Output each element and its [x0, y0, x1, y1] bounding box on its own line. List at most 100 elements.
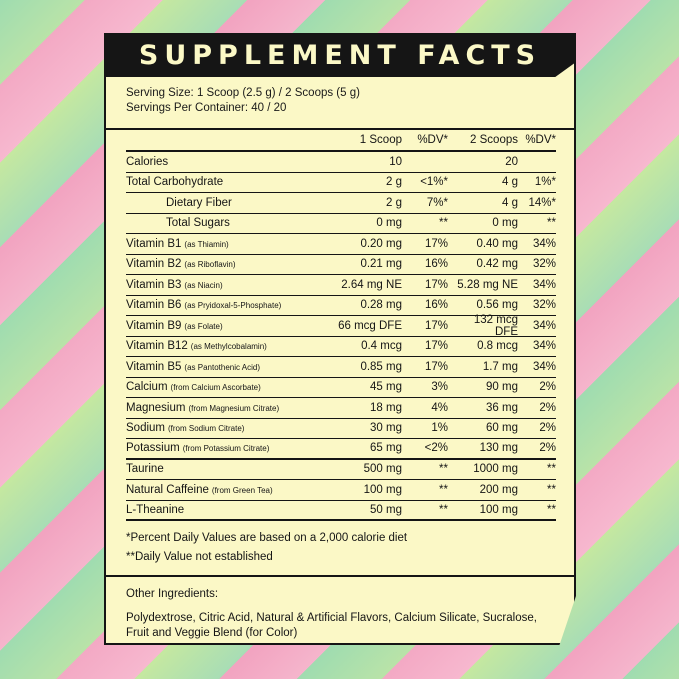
- nutrient-source: (from Potassium Citrate): [182, 444, 270, 454]
- table-row: Calories 10 20: [126, 152, 556, 173]
- amount-2-scoops: 5.28 mg NE: [457, 278, 518, 291]
- amount-2-scoops: 1000 mg: [473, 463, 518, 476]
- amount-2-scoops: 4 g: [502, 196, 518, 209]
- nutrient-label: Calcium: [126, 381, 168, 394]
- amount-2-scoops: 132 mcg DFE: [473, 313, 518, 338]
- amount-1-scoop: 0.4 mcg: [361, 340, 402, 353]
- dv-2-scoops: 1%*: [534, 176, 556, 189]
- dv-1-scoop: 17%: [424, 319, 448, 332]
- dv-2-scoops: 34%: [532, 360, 556, 373]
- nutrient-label: Vitamin B5: [126, 360, 182, 373]
- dv-1-scoop: 1%: [431, 422, 448, 435]
- dv-2-scoops: 34%: [532, 319, 556, 332]
- dv-1-scoop: 16%: [424, 299, 448, 312]
- dv-1-scoop: 7%*: [426, 196, 448, 209]
- nutrient-name: Natural Caffeine (from Green Tea): [126, 484, 312, 496]
- table-row: Vitamin B3 (as Niacin) 2.64 mg NE 17% 5.28 m…: [126, 275, 556, 296]
- dv-2-scoops: 32%: [532, 258, 556, 271]
- nutrient-source: (from Green Tea): [211, 485, 273, 495]
- amount-1-scoop: 2 g: [386, 196, 402, 209]
- nutrient-name: Vitamin B3 (as Niacin): [126, 279, 312, 291]
- amount-1-scoop: 100 mg: [363, 483, 402, 496]
- header-amount-1: 1 Scoop: [359, 134, 402, 146]
- amount-2-scoops: 90 mg: [486, 381, 518, 394]
- dv-2-scoops: 2%: [539, 442, 556, 455]
- table-row: Vitamin B5 (as Pantothenic Acid) 0.85 mg 17…: [126, 357, 556, 378]
- table-row: Total Sugars 0 mg ** 0 mg **: [126, 214, 556, 234]
- nutrient-name: Sodium (from Sodium Citrate): [126, 422, 312, 434]
- dv-1-scoop: 4%: [431, 401, 448, 414]
- table-row: Vitamin B6 (as Pryidoxal-5-Phosphate) 0.28…: [126, 296, 556, 316]
- table-row: Natural Caffeine (from Green Tea) 100 mg **…: [126, 480, 556, 501]
- table-row: Vitamin B9 (as Folate) 66 mcg DFE 17% 132 mc…: [126, 313, 556, 338]
- nutrient-name: Magnesium (from Magnesium Citrate): [126, 402, 312, 414]
- servings-per-container: Servings Per Container: 40 / 20: [126, 102, 287, 114]
- nutrient-source: (as Pryidoxal-5-Phosphate): [184, 301, 282, 311]
- panel-title: SUPPLEMENT FACTS: [106, 35, 574, 77]
- nutrient-name: Vitamin B1 (as Thiamin): [126, 238, 312, 250]
- amount-1-scoop: 45 mg: [370, 381, 402, 394]
- dv-2-scoops: 2%: [539, 381, 556, 394]
- nutrient-label: Total Carbohydrate: [126, 176, 224, 189]
- nutrient-source: (from Magnesium Citrate): [188, 403, 280, 413]
- nutrient-label: Vitamin B9: [126, 319, 182, 332]
- header-dv-1: %DV*: [417, 134, 448, 146]
- dv-1-scoop: 17%: [424, 237, 448, 250]
- amount-1-scoop: 66 mcg DFE: [338, 319, 402, 332]
- amount-2-scoops: 130 mg: [479, 442, 518, 455]
- dv-2-scoops: 34%: [532, 340, 556, 353]
- amount-2-scoops: 1.7 mg: [482, 360, 518, 373]
- dv-1-scoop: **: [439, 463, 448, 476]
- nutrient-name: L-Theanine: [126, 504, 312, 516]
- nutrient-source: (as Thiamin): [184, 239, 229, 249]
- dv-2-scoops: 2%: [539, 422, 556, 435]
- dv-2-scoops: **: [547, 463, 556, 476]
- supplement-facts-panel: SUPPLEMENT FACTS Serving Size: 1 Scoop (…: [104, 33, 576, 645]
- dv-2-scoops: 32%: [532, 299, 556, 312]
- nutrient-name: Vitamin B5 (as Pantothenic Acid): [126, 361, 312, 373]
- nutrient-rows: Calories 10 20 Total Carbohydrate 2 g <1%* 4 g…: [126, 152, 556, 521]
- serving-info: Serving Size: 1 Scoop (2.5 g) / 2 Scoops…: [106, 77, 574, 130]
- dv-2-scoops: 14%*: [528, 196, 557, 209]
- nutrient-source: (as Methylcobalamin): [190, 342, 267, 352]
- amount-2-scoops: 100 mg: [479, 503, 518, 516]
- amount-2-scoops: 20: [505, 155, 518, 168]
- nutrient-label: Potassium: [126, 442, 180, 455]
- nutrient-name: Dietary Fiber: [126, 197, 312, 209]
- nutrient-source: (as Pantothenic Acid): [184, 362, 261, 372]
- nutrient-label: Vitamin B2: [126, 258, 182, 271]
- dv-2-scoops: **: [547, 483, 556, 496]
- footnote-dv: *Percent Daily Values are based on a 2,0…: [126, 532, 408, 544]
- nutrient-label: Calories: [126, 155, 169, 168]
- nutrient-label: L-Theanine: [126, 503, 185, 516]
- table-row: L-Theanine 50 mg ** 100 mg **: [126, 501, 556, 521]
- nutrient-name: Vitamin B6 (as Pryidoxal-5-Phosphate): [126, 299, 312, 311]
- footnote-not-established: **Daily Value not established: [126, 551, 273, 563]
- dv-1-scoop: **: [439, 483, 448, 496]
- dv-1-scoop: 16%: [424, 258, 448, 271]
- table-row: Calcium (from Calcium Ascorbate) 45 mg 3% 90…: [126, 378, 556, 398]
- amount-2-scoops: 0 mg: [492, 217, 518, 230]
- nutrient-label: Total Sugars: [166, 217, 230, 230]
- amount-2-scoops: 36 mg: [486, 401, 518, 414]
- dv-1-scoop: 17%: [424, 278, 448, 291]
- dv-1-scoop: **: [439, 503, 448, 516]
- amount-2-scoops: 4 g: [502, 176, 518, 189]
- amount-2-scoops: 60 mg: [486, 422, 518, 435]
- nutrient-source: (as Niacin): [184, 280, 223, 290]
- nutrient-label: Natural Caffeine: [126, 483, 209, 496]
- nutrient-source: (from Sodium Citrate): [168, 424, 245, 434]
- amount-1-scoop: 30 mg: [370, 422, 402, 435]
- table-row: Magnesium (from Magnesium Citrate) 18 mg 4%…: [126, 398, 556, 419]
- nutrient-label: Taurine: [126, 463, 164, 476]
- amount-1-scoop: 2.64 mg NE: [341, 278, 402, 291]
- header-amount-2: 2 Scoops: [470, 134, 518, 146]
- table-row: Total Carbohydrate 2 g <1%* 4 g 1%*: [126, 173, 556, 193]
- table-row: Vitamin B2 (as Riboflavin) 0.21 mg 16% 0.42 …: [126, 255, 556, 275]
- amount-1-scoop: 0.28 mg: [360, 299, 402, 312]
- amount-2-scoops: 200 mg: [479, 483, 518, 496]
- dv-1-scoop: 3%: [431, 381, 448, 394]
- serving-size: Serving Size: 1 Scoop (2.5 g) / 2 Scoops…: [126, 87, 360, 99]
- amount-1-scoop: 500 mg: [363, 463, 402, 476]
- amount-1-scoop: 2 g: [386, 176, 402, 189]
